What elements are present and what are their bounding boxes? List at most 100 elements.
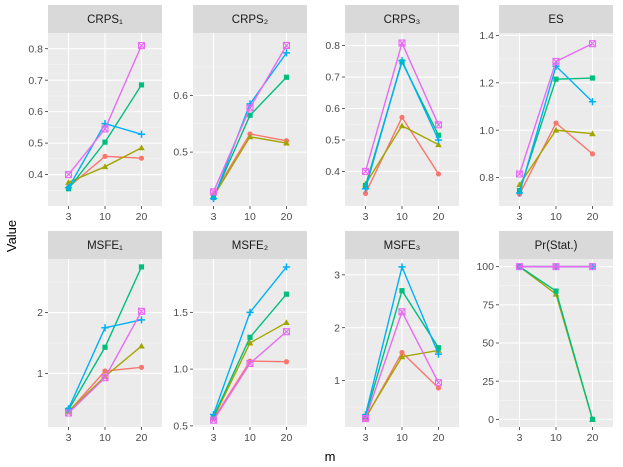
facet-title: CRPS₁ xyxy=(87,14,123,26)
data-point xyxy=(361,414,370,423)
y-tick-label: 0.7 xyxy=(325,72,340,84)
y-tick-label: 50 xyxy=(482,338,494,350)
data-point xyxy=(589,130,596,137)
facet-strip xyxy=(345,5,459,33)
y-tick-label: 1.4 xyxy=(479,30,494,42)
data-point xyxy=(589,151,596,157)
data-point xyxy=(101,125,109,133)
data-point xyxy=(102,368,108,374)
x-tick-label: 20 xyxy=(587,211,599,223)
data-point xyxy=(398,308,406,316)
data-point xyxy=(398,353,406,360)
x-tick-label: 10 xyxy=(550,432,562,444)
x-tick-label: 10 xyxy=(550,211,562,223)
facet-strip xyxy=(193,5,307,33)
series-s5 xyxy=(64,42,146,179)
series-s4 xyxy=(361,263,443,419)
y-tick-label: 100 xyxy=(476,261,494,273)
facet-strip xyxy=(48,231,162,259)
x-tick-label: 20 xyxy=(433,432,445,444)
x-tick-label: 20 xyxy=(433,211,445,223)
data-point xyxy=(64,405,73,413)
series-s5 xyxy=(515,263,597,271)
data-point xyxy=(209,188,218,196)
series-s5 xyxy=(64,307,146,417)
data-point xyxy=(138,82,145,88)
y-tick-label: 0.4 xyxy=(28,169,43,181)
data-point xyxy=(64,409,73,417)
data-point xyxy=(102,153,108,159)
x-tick-label: 10 xyxy=(99,211,111,223)
x-tick-label: 3 xyxy=(66,432,72,444)
y-tick-label: 0.5 xyxy=(28,138,43,150)
data-point xyxy=(552,126,560,133)
x-tick-label: 20 xyxy=(136,211,148,223)
series-s4 xyxy=(515,62,597,197)
data-point xyxy=(246,104,254,112)
y-tick-label: 0 xyxy=(488,414,494,426)
data-point xyxy=(246,133,254,140)
y-tick-label: 1.0 xyxy=(173,364,188,376)
y-tick-label: 1.2 xyxy=(479,77,494,89)
data-point xyxy=(101,373,109,379)
facet-panel-8: Pr(Stat.) 0 25 50 75 100 3 10 20 xyxy=(476,231,613,444)
data-point xyxy=(361,185,370,193)
data-point xyxy=(283,139,290,146)
facet-title: MSFE₂ xyxy=(232,240,268,252)
data-point xyxy=(102,344,108,350)
data-point xyxy=(399,288,405,294)
data-point xyxy=(361,167,370,175)
data-point xyxy=(434,379,443,387)
x-tick-label: 3 xyxy=(211,211,217,223)
y-tick-label: 0.7 xyxy=(28,75,43,87)
facet-strip xyxy=(499,231,613,259)
facet-panel-5: MSFE₁ 1 2 3 10 20 xyxy=(37,231,162,444)
y-tick-label: 1.5 xyxy=(173,307,188,319)
data-point xyxy=(552,62,560,70)
x-tick-label: 10 xyxy=(396,211,408,223)
y-tick-label: 0.6 xyxy=(325,103,340,115)
data-point xyxy=(138,155,145,161)
data-point xyxy=(64,184,73,192)
x-tick-label: 3 xyxy=(363,211,369,223)
data-point xyxy=(435,141,442,148)
data-point xyxy=(589,416,596,422)
data-point xyxy=(101,324,109,332)
data-point xyxy=(362,190,369,197)
facet-title: CRPS₃ xyxy=(384,14,421,26)
x-tick-label: 3 xyxy=(363,432,369,444)
y-tick-label: 0.8 xyxy=(479,172,494,184)
y-tick-label: 3 xyxy=(334,269,340,281)
x-tick-label: 3 xyxy=(66,211,72,223)
facet-panel-2: CRPS₂ 0.5 0.6 3 10 20 xyxy=(173,5,307,223)
data-point xyxy=(138,144,145,151)
data-point xyxy=(137,130,146,138)
facet-panel-6: MSFE₂ 0.5 1.0 1.5 3 10 20 xyxy=(173,231,307,444)
y-tick-label: 0.8 xyxy=(28,43,43,55)
data-point xyxy=(101,374,109,382)
data-point xyxy=(247,112,253,118)
x-tick-label: 20 xyxy=(281,432,293,444)
x-tick-label: 10 xyxy=(244,211,256,223)
y-tick-label: 2 xyxy=(37,307,43,319)
data-point xyxy=(589,75,596,81)
data-point xyxy=(552,57,560,65)
facet-title: ES xyxy=(548,14,564,26)
y-tick-label: 0.6 xyxy=(173,90,188,102)
data-point xyxy=(515,189,524,197)
data-point xyxy=(137,307,146,315)
series-s5 xyxy=(515,40,597,178)
data-point xyxy=(515,170,524,178)
data-point xyxy=(283,74,290,80)
x-tick-label: 20 xyxy=(281,211,293,223)
data-point xyxy=(398,263,406,271)
data-point xyxy=(101,163,109,170)
data-point xyxy=(553,288,559,294)
x-tick-label: 10 xyxy=(396,432,408,444)
x-tick-label: 3 xyxy=(517,432,523,444)
data-point xyxy=(435,132,442,138)
x-tick-label: 20 xyxy=(136,432,148,444)
data-point xyxy=(435,345,442,351)
